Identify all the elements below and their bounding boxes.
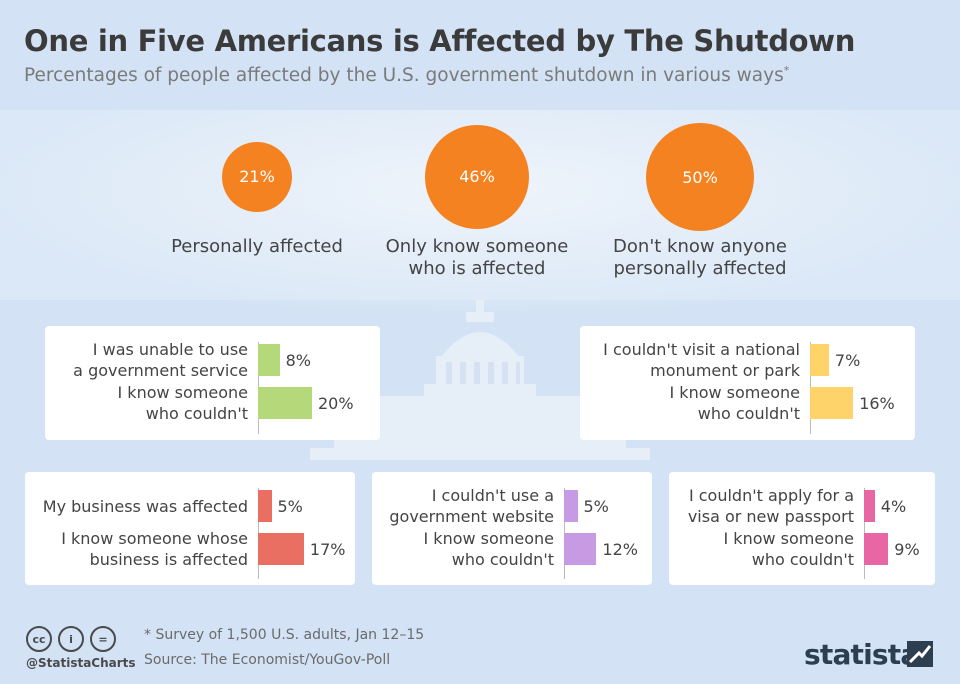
bar-value-label: 12% [602,540,638,559]
bar-value-label: 16% [859,394,895,413]
subtitle-footnote-mark: * [783,64,790,77]
capitol-building-illustration [310,300,650,460]
bar-4-1 [564,490,578,522]
footer [0,614,960,684]
bar-category-label: I was unable to use a government service [73,339,248,381]
bar-category-label: I know someone whose business is affected [61,528,248,570]
bubble-label-line: Don't know anyone [613,236,787,257]
bubble-1: 21% [222,142,292,212]
bar-category-label-line: I couldn't use a [431,486,554,505]
bar-category-label-line: visa or new passport [687,507,854,526]
bar-category-label-line: I know someone [669,383,801,402]
bar-value-label: 4% [880,497,907,516]
bubble-label-line: Only know someone [385,236,569,257]
bubble-label-2: Only know someone who is affected [367,236,587,280]
bubble-label-3: Don't know anyone personally affected [590,236,810,280]
survey-note: * Survey of 1,500 U.S. adults, Jan 12–15 [144,627,425,643]
subtitle-text: Percentages of people affected by the U.… [24,65,784,87]
creative-commons-icon: cc [26,626,52,652]
bar-2-1 [810,344,829,376]
bubble-2: 46% [425,125,529,229]
bar-category-label: I couldn't visit a national monument or p… [603,339,800,381]
bar-card-5 [669,472,935,585]
bubble-label-line: who is affected [408,258,546,279]
bar-value-label: 5% [277,497,303,516]
bar-value-label: 20% [318,394,354,413]
bar-card-4 [372,472,652,585]
bar-1-2 [258,387,312,419]
bubble-label-line: personally affected [613,258,787,279]
source-note: Source: The Economist/YouGov-Poll [144,652,391,668]
bar-category-label-line: I know someone [423,529,555,548]
bar-category-label-line: who couldn't [697,404,800,423]
bar-2-2 [810,387,854,419]
bar-value-label: 9% [894,540,920,559]
bar-card-1 [45,326,380,440]
bar-category-label-line: who couldn't [751,550,854,569]
bar-category-label-line: who couldn't [145,404,248,423]
bar-category-label: I know someone who couldn't [118,382,249,424]
bar-category-label-line: government website [389,507,554,526]
bar-5-2 [864,533,889,565]
statista-logo-icon [907,641,933,667]
bar-category-label-line: I was unable to use [92,340,248,359]
twitter-handle[interactable]: @StatistaCharts [26,656,136,670]
bar-category-label-line: who couldn't [451,550,554,569]
bar-category-label-line: a government service [73,361,248,380]
bar-value-label: 5% [583,497,609,516]
bar-category-label-line: My business was affected [42,496,248,516]
bar-category-label: I couldn't use a government website [389,485,554,527]
bar-category-label-line: I know someone [723,529,855,548]
bar-category-label-line: I couldn't visit a national [603,340,800,359]
statista-logo-text[interactable]: statista [804,638,919,671]
bar-value-label: 8% [285,351,311,370]
no-derivatives-icon: = [90,626,116,652]
bar-category-label-line: I couldn't apply for a [688,486,854,505]
bar-category-label: I know someone who couldn't [724,528,855,570]
bar-category-label-line: monument or park [650,361,800,380]
bar-3-2 [258,533,304,565]
bar-value-label: 7% [834,351,861,370]
bar-value-label: 17% [309,540,346,559]
bar-card-2 [580,326,915,440]
bar-3-1 [258,490,272,522]
attribution-icon: i [58,626,84,652]
bar-category-label: I know someone who couldn't [424,528,555,570]
bar-1-1 [258,344,280,376]
bar-category-label: My business was affected [43,496,248,517]
chart-subtitle: Percentages of people affected by the U.… [24,64,789,86]
header [0,0,960,110]
bubble-label-1: Personally affected [147,236,367,258]
bar-5-1 [864,490,875,522]
bar-category-label-line: business is affected [89,550,248,569]
bar-category-label: I know someone who couldn't [670,382,801,424]
chart-title: One in Five Americans is Affected by The… [24,24,856,58]
bubble-3: 50% [646,123,754,231]
bar-card-3 [25,472,355,585]
bar-category-label-line: I know someone whose [61,529,248,548]
bar-category-label-line: I know someone [117,383,249,402]
bubble-label-line: Personally affected [171,236,343,257]
bar-4-2 [564,533,597,565]
bar-category-label: I couldn't apply for a visa or new passpo… [688,485,854,527]
